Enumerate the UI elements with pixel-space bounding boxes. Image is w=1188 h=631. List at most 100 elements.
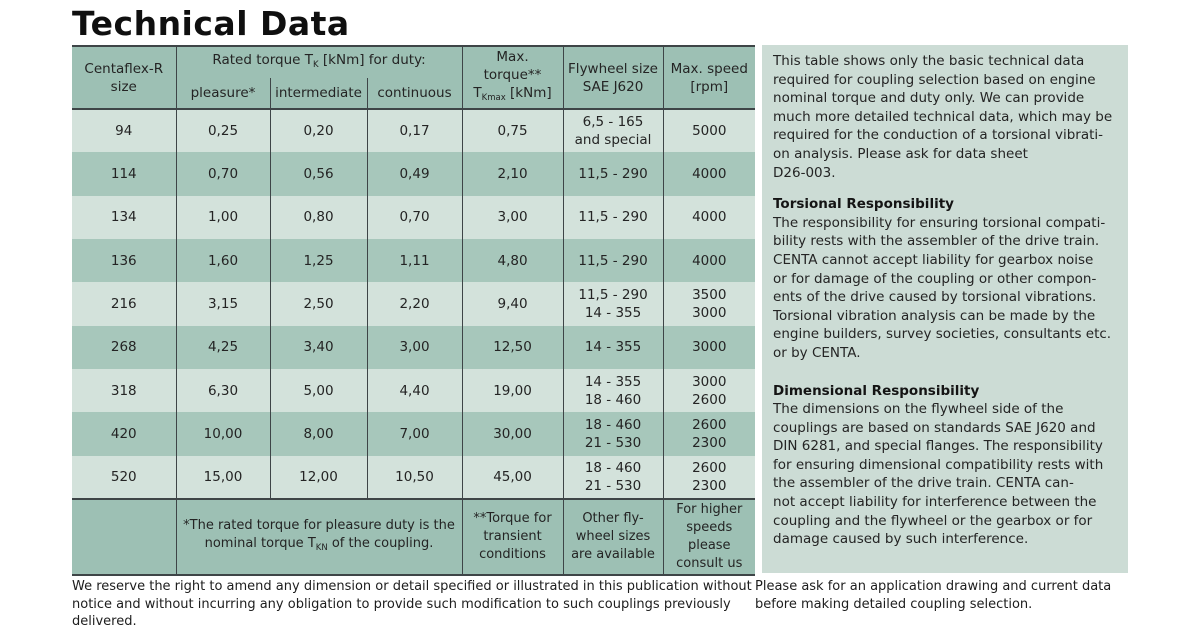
cell-intermediate: 1,25 [269, 238, 367, 283]
info-panel: This table shows only the basic technica… [762, 45, 1129, 573]
cell-speed: 3000 [662, 325, 756, 369]
cell-flywheel: 18 - 460 21 - 530 [562, 455, 664, 499]
cell-intermediate: 0,56 [269, 152, 367, 196]
cell-continuous: 0,17 [366, 109, 463, 153]
cell-flywheel: 14 - 355 18 - 460 [562, 368, 664, 413]
column-header-pleasure: pleasure* [175, 77, 270, 109]
cell-max-torque: 45,00 [461, 455, 564, 499]
table-row: 216 3,15 2,50 2,20 9,40 11,5 - 290 14 - 355 35… [72, 282, 756, 326]
footnote-rated-torque: *The rated torque for pleasure duty is t… [175, 499, 463, 575]
max-torque-unit: [kNm] [505, 85, 552, 101]
max-torque-label: Max. torque** [483, 49, 542, 83]
cell-max-torque: 2,10 [461, 152, 564, 196]
torsional-responsibility-heading: Torsional Responsibility [773, 196, 954, 213]
cell-max-torque: 0,75 [461, 109, 564, 153]
cell-size: 268 [72, 325, 176, 369]
cell-pleasure: 0,70 [175, 152, 270, 196]
column-group-rated-torque: Rated torque TK [kNm] for duty: [175, 46, 463, 78]
footnote-rated-prefix: *The rated torque for pleasure duty is t… [183, 518, 455, 551]
cell-size: 134 [72, 195, 176, 239]
panel-intro-paragraph: This table shows only the basic technica… [773, 53, 1113, 181]
subscript-k: K [313, 59, 319, 70]
cell-speed: 3500 3000 [662, 282, 756, 326]
cell-continuous: 10,50 [366, 455, 463, 499]
cell-size: 94 [72, 109, 176, 153]
cell-pleasure: 15,00 [175, 455, 270, 499]
column-header-intermediate: intermediate [269, 77, 367, 109]
cell-speed: 5000 [662, 109, 756, 153]
cell-speed: 2600 2300 [662, 412, 756, 456]
cell-flywheel: 11,5 - 290 [562, 238, 664, 283]
cell-size: 114 [72, 152, 176, 196]
cell-continuous: 0,49 [366, 152, 463, 196]
application-drawing-note: Please ask for an application drawing an… [755, 579, 1112, 612]
cell-intermediate: 3,40 [269, 325, 367, 369]
max-torque-symbol: T [473, 85, 482, 101]
cell-flywheel: 6,5 - 165 and special [562, 109, 664, 153]
cell-speed: 4000 [662, 195, 756, 239]
table-row: 136 1,60 1,25 1,11 4,80 11,5 - 290 4000 [72, 238, 756, 283]
column-header-speed: Max. speed [rpm] [662, 46, 756, 109]
cell-speed: 4000 [662, 152, 756, 196]
cell-size: 520 [72, 455, 176, 499]
cell-intermediate: 8,00 [269, 412, 367, 456]
cell-pleasure: 3,15 [175, 282, 270, 326]
cell-flywheel: 11,5 - 290 14 - 355 [562, 282, 664, 326]
cell-size: 216 [72, 282, 176, 326]
cell-continuous: 2,20 [366, 282, 463, 326]
cell-pleasure: 1,00 [175, 195, 270, 239]
table-row: 94 0,25 0,20 0,17 0,75 6,5 - 165 and special 5… [72, 109, 756, 153]
cell-intermediate: 0,20 [269, 109, 367, 153]
cell-intermediate: 5,00 [269, 368, 367, 413]
table-row: 268 4,25 3,40 3,00 12,50 14 - 355 3000 [72, 325, 756, 369]
cell-intermediate: 12,00 [269, 455, 367, 499]
amendment-disclaimer: We reserve the right to amend any dimens… [72, 579, 752, 629]
cell-continuous: 4,40 [366, 368, 463, 413]
table-row: 420 10,00 8,00 7,00 30,00 18 - 460 21 - 530 26… [72, 412, 756, 456]
cell-pleasure: 0,25 [175, 109, 270, 153]
table-footnotes: *The rated torque for pleasure duty is t… [72, 499, 756, 575]
cell-max-torque: 30,00 [461, 412, 564, 456]
cell-speed: 2600 2300 [662, 455, 756, 499]
cell-size: 318 [72, 368, 176, 413]
cell-max-torque: 4,80 [461, 238, 564, 283]
cell-continuous: 3,00 [366, 325, 463, 369]
page-title: Technical Data [72, 4, 350, 43]
cell-flywheel: 18 - 460 21 - 530 [562, 412, 664, 456]
footnote-rated-suffix: of the coupling. [327, 536, 434, 551]
cell-flywheel: 11,5 - 290 [562, 195, 664, 239]
column-header-size: Centaflex-R size [72, 46, 176, 109]
cell-pleasure: 4,25 [175, 325, 270, 369]
dimensional-responsibility-paragraph: The dimensions on the flywheel side of t… [773, 401, 1104, 548]
column-header-continuous: continuous [366, 77, 463, 109]
table-row: 520 15,00 12,00 10,50 45,00 18 - 460 21 - 530… [72, 455, 756, 499]
cell-pleasure: 6,30 [175, 368, 270, 413]
cell-speed: 3000 2600 [662, 368, 756, 413]
table-row: 114 0,70 0,56 0,49 2,10 11,5 - 290 4000 [72, 152, 756, 196]
column-header-max-torque: Max. torque** TKmax [kNm] [461, 46, 564, 109]
cell-speed: 4000 [662, 238, 756, 283]
dimensional-responsibility-heading: Dimensional Responsibility [773, 382, 980, 399]
table-row: 318 6,30 5,00 4,40 19,00 14 - 355 18 - 460 300… [72, 368, 756, 413]
footnote-empty-cell [72, 499, 176, 575]
table-body: 94 0,25 0,20 0,17 0,75 6,5 - 165 and special 5… [72, 109, 756, 499]
cell-intermediate: 0,80 [269, 195, 367, 239]
cell-size: 136 [72, 238, 176, 283]
footnote-flywheel: Other fly- wheel sizes are available [562, 499, 664, 575]
cell-continuous: 1,11 [366, 238, 463, 283]
table-header: Centaflex-R size Rated torque TK [kNm] f… [72, 46, 756, 109]
table-row: 134 1,00 0,80 0,70 3,00 11,5 - 290 4000 [72, 195, 756, 239]
rated-torque-label: Rated torque T [212, 51, 314, 68]
torsional-responsibility-paragraph: The responsibility for ensuring torsiona… [773, 214, 1112, 361]
cell-pleasure: 1,60 [175, 238, 270, 283]
rated-torque-unit: [kNm] for duty: [318, 51, 426, 68]
cell-max-torque: 19,00 [461, 368, 564, 413]
subscript-kmax: Kmax [481, 93, 506, 103]
cell-size: 420 [72, 412, 176, 456]
column-header-flywheel: Flywheel size SAE J620 [562, 46, 664, 109]
cell-max-torque: 3,00 [461, 195, 564, 239]
bottom-notes: We reserve the right to amend any dimens… [72, 578, 1188, 631]
datasheet-page: Technical Data Centaflex-R size Rated to… [72, 4, 1129, 629]
subscript-kn: KN [315, 543, 328, 553]
cell-continuous: 0,70 [366, 195, 463, 239]
